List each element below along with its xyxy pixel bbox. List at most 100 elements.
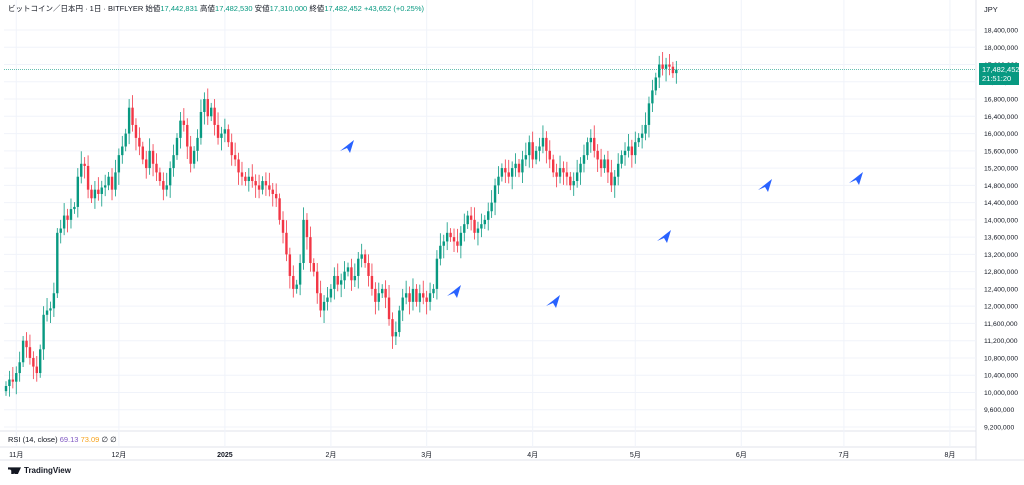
candle-body bbox=[435, 258, 439, 289]
x-tick-label: 11月 bbox=[9, 451, 23, 459]
legend-low-label: 安値 bbox=[254, 4, 270, 13]
candle-body bbox=[644, 124, 647, 134]
candle-body bbox=[295, 284, 298, 289]
candle-body bbox=[616, 163, 620, 177]
rsi-name: RSI (14, close) bbox=[8, 435, 58, 444]
candle-body bbox=[80, 163, 83, 177]
candle-body bbox=[384, 288, 387, 298]
candle-body bbox=[322, 301, 326, 311]
candle-body bbox=[630, 146, 634, 156]
candle-body bbox=[66, 215, 69, 220]
candle-body bbox=[329, 288, 333, 298]
candle-body bbox=[278, 198, 281, 220]
candle-body bbox=[257, 185, 261, 190]
rsi-extra-1: ∅ bbox=[101, 435, 108, 444]
candle-body bbox=[186, 124, 189, 147]
y-tick-label: 10,400,000 bbox=[984, 373, 1018, 380]
candle-body bbox=[528, 142, 531, 156]
candle-body bbox=[668, 64, 671, 67]
y-tick-label: 15,600,000 bbox=[984, 148, 1018, 155]
candle-body bbox=[271, 189, 274, 194]
candle-body bbox=[589, 137, 593, 143]
candle-body bbox=[415, 288, 418, 302]
candle-body bbox=[599, 159, 603, 169]
chart-legend: ビットコイン／日本円 · 1日 · BITFLYER 始値17,442,831 … bbox=[8, 3, 424, 14]
candle-body bbox=[555, 172, 558, 177]
candle-body bbox=[483, 219, 486, 225]
candle-body bbox=[445, 232, 449, 242]
candle-body bbox=[264, 181, 268, 186]
y-tick-label: 12,400,000 bbox=[984, 286, 1018, 293]
y-tick-label: 14,400,000 bbox=[984, 200, 1018, 207]
annotation-arrow-icon bbox=[447, 285, 461, 298]
candle-body bbox=[367, 263, 370, 276]
candle-body bbox=[357, 258, 360, 276]
candle-body bbox=[500, 168, 504, 177]
candle-body bbox=[182, 120, 186, 125]
x-tick-label: 6月 bbox=[736, 451, 747, 459]
candle-body bbox=[401, 297, 404, 311]
annotation-arrow-icon bbox=[546, 295, 560, 308]
candle-body bbox=[148, 150, 151, 169]
candle-body bbox=[316, 271, 319, 294]
y-tick-label: 14,000,000 bbox=[984, 217, 1018, 224]
candle-body bbox=[292, 275, 295, 289]
legend-pair: ビットコイン／日本円 · 1日 · BITFLYER bbox=[8, 4, 144, 13]
candle-body bbox=[572, 181, 575, 186]
candle-body bbox=[353, 275, 357, 281]
candle-body bbox=[661, 64, 664, 69]
candle-body bbox=[206, 99, 209, 117]
candle-body bbox=[237, 159, 240, 173]
currency-label: JPY bbox=[984, 5, 998, 14]
candle-body bbox=[541, 137, 545, 147]
candle-body bbox=[504, 168, 507, 173]
candle-body bbox=[189, 146, 192, 164]
candle-body bbox=[439, 245, 442, 259]
y-tick-label: 18,000,000 bbox=[984, 45, 1018, 52]
candle-body bbox=[463, 224, 466, 233]
candle-body bbox=[517, 163, 521, 173]
candle-body bbox=[490, 202, 493, 212]
candle-body bbox=[274, 193, 278, 199]
candle-body bbox=[425, 297, 428, 302]
rsi-legend[interactable]: RSI (14, close) 69.13 73.09 ∅ ∅ bbox=[8, 435, 117, 444]
candle-body bbox=[15, 373, 18, 382]
candle-body bbox=[124, 133, 127, 147]
annotation-arrow-icon bbox=[849, 172, 863, 185]
x-tick-label: 7月 bbox=[838, 451, 849, 459]
candle-body bbox=[654, 77, 657, 91]
candle-body bbox=[196, 137, 199, 151]
candle-body bbox=[579, 163, 582, 173]
candle-body bbox=[411, 288, 415, 302]
candle-body bbox=[145, 159, 148, 169]
annotation-arrow-icon bbox=[340, 140, 354, 153]
candle-body bbox=[531, 142, 534, 160]
candle-body bbox=[370, 275, 374, 289]
candle-body bbox=[562, 168, 565, 173]
x-tick-label: 5月 bbox=[630, 451, 641, 459]
y-tick-label: 13,600,000 bbox=[984, 235, 1018, 242]
candle-body bbox=[93, 189, 97, 199]
legend-open: 17,442,831 bbox=[160, 4, 198, 13]
rsi-value: 69.13 bbox=[59, 435, 79, 444]
candle-body bbox=[90, 189, 93, 199]
candle-body bbox=[59, 228, 62, 233]
candle-body bbox=[476, 228, 480, 233]
candle-body bbox=[168, 168, 172, 186]
candle-body bbox=[199, 111, 203, 138]
candle-body bbox=[442, 241, 445, 246]
candle-body bbox=[203, 99, 206, 112]
candle-body bbox=[28, 347, 32, 358]
candle-body bbox=[343, 271, 346, 281]
candle-body bbox=[319, 293, 322, 311]
candle-body bbox=[637, 137, 640, 143]
tradingview-logo[interactable]: TradingView bbox=[8, 466, 71, 475]
candle-body bbox=[179, 120, 182, 138]
candle-body bbox=[524, 155, 528, 160]
candle-body bbox=[281, 219, 285, 233]
y-tick-label: 10,800,000 bbox=[984, 355, 1018, 362]
candle-body bbox=[497, 176, 500, 186]
candle-body bbox=[459, 232, 463, 246]
